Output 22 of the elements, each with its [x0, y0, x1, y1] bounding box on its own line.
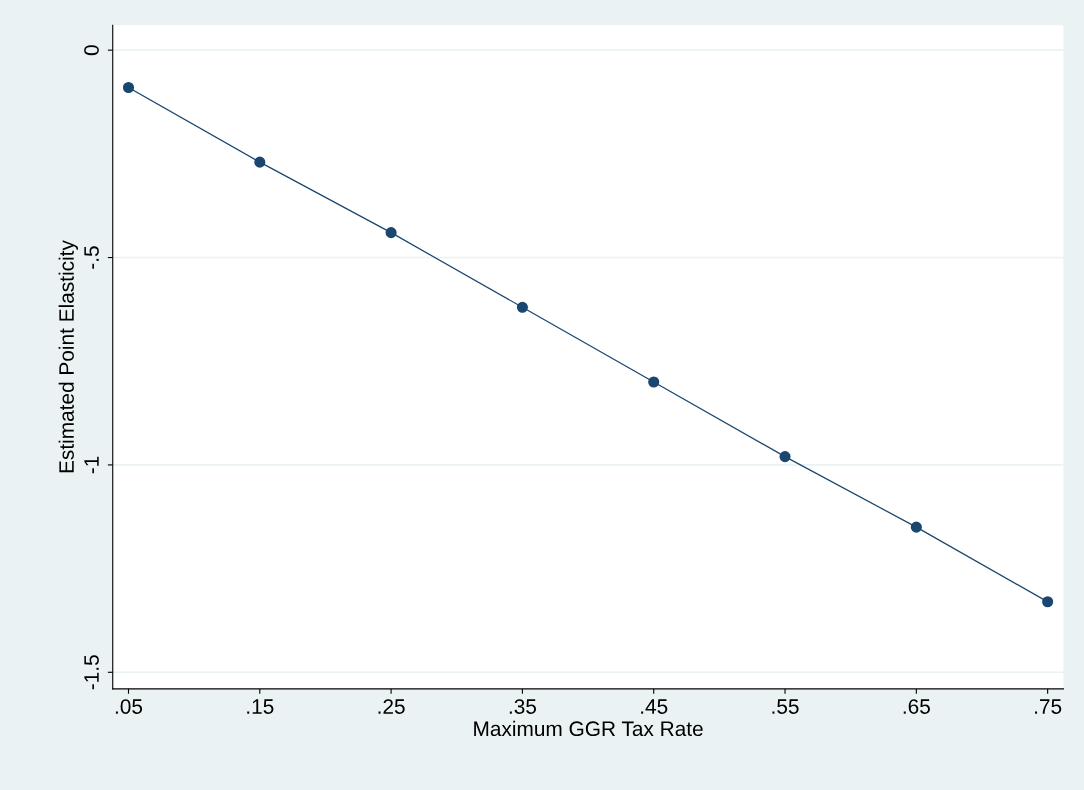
x-axis-title: Maximum GGR Tax Rate [474, 720, 703, 737]
point [910, 521, 922, 533]
x-tick-label: .05 [115, 699, 143, 714]
x-tick-label: .65 [903, 699, 930, 714]
y-tick-label: -1.5 [84, 655, 99, 690]
x-tick-label: .55 [772, 699, 799, 714]
x-tick-label: .15 [247, 699, 274, 714]
x-tick-label: .45 [641, 699, 668, 714]
point [779, 451, 791, 463]
point [385, 227, 397, 239]
x-tick-label: .25 [378, 699, 405, 714]
y-tick-label: 0 [84, 45, 99, 56]
y-tick-label: -.5 [84, 246, 99, 269]
point [1042, 596, 1054, 608]
x-tick-label: .75 [1035, 699, 1062, 714]
y-tick-label: -1 [84, 456, 99, 474]
point [516, 301, 528, 313]
x-tick-label: .35 [509, 699, 537, 714]
point [254, 156, 266, 168]
point [122, 81, 135, 94]
point [648, 376, 660, 388]
y-axis-title: Estimated Point Elasticity [58, 240, 79, 473]
